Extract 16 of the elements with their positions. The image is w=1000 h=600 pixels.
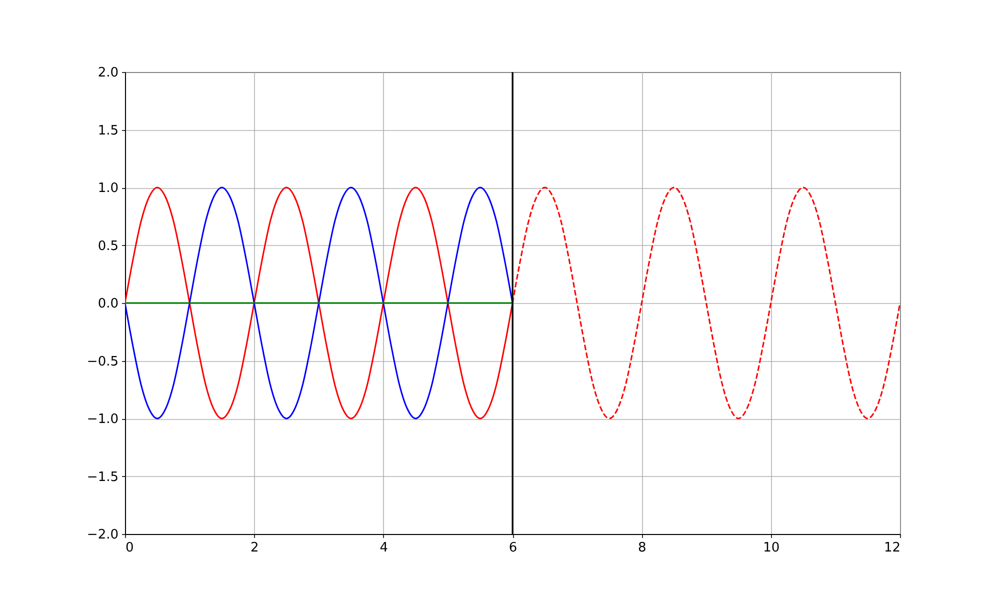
x-tick-label: 2 <box>250 540 259 556</box>
x-tick-label: 6 <box>508 540 518 556</box>
y-tick-label: −0.5 <box>86 354 118 370</box>
x-tick-label: 8 <box>638 540 646 556</box>
y-tick-label: −1.0 <box>86 412 118 427</box>
y-tick-label: 1.5 <box>98 123 118 138</box>
x-tick-label: 4 <box>380 540 388 556</box>
y-tick-label: −2.0 <box>86 528 118 542</box>
y-tick-label: 0.5 <box>98 238 118 254</box>
y-tick-label: 1.0 <box>98 181 118 196</box>
x-tick-label: 10 <box>763 540 780 556</box>
y-tick-label: 2.0 <box>98 66 118 80</box>
x-tick-label: 12 <box>884 540 900 556</box>
y-tick-label: 0.0 <box>98 296 118 312</box>
y-tick-label: −1.5 <box>86 470 118 485</box>
x-tick-label: 0 <box>126 540 134 556</box>
